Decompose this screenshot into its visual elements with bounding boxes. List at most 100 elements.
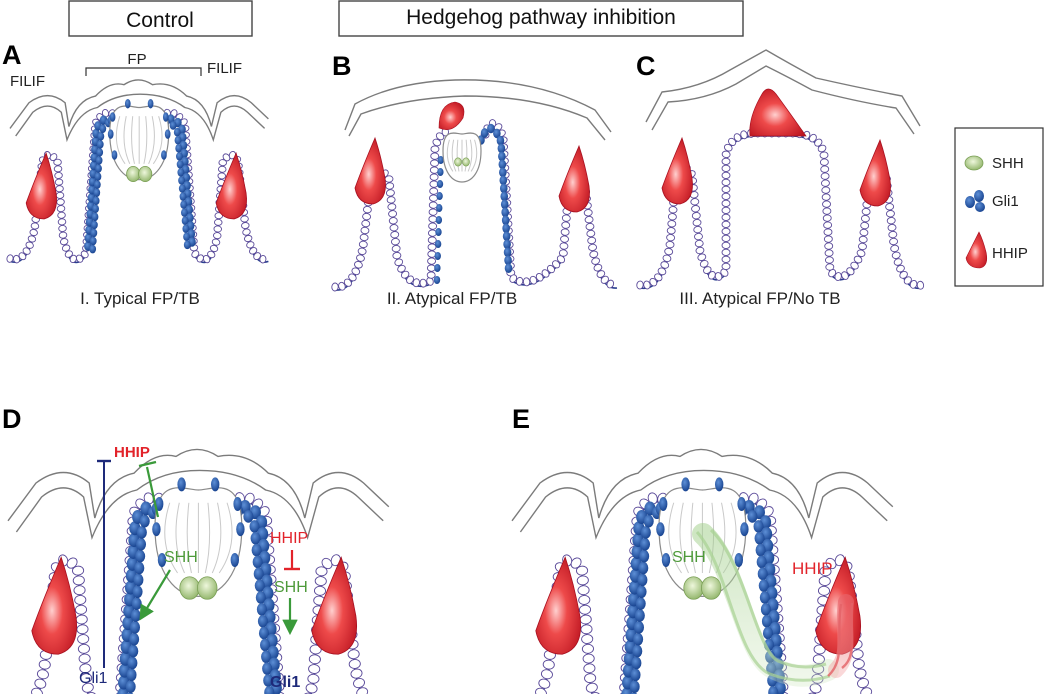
epithelial-cell — [585, 222, 595, 231]
panel-c-drawing — [636, 49, 925, 290]
gli1-cell — [95, 164, 102, 173]
epithelial-cell — [694, 232, 703, 241]
shh-cell — [126, 165, 141, 183]
gli1-cell — [175, 144, 183, 153]
epithelial-cell — [691, 212, 701, 220]
epithelial-cell — [430, 145, 440, 153]
epithelial-cell — [818, 576, 831, 586]
epithelial-cell — [34, 678, 47, 689]
epithelial-cell — [854, 668, 867, 679]
gli1-cell — [754, 531, 765, 545]
epithelial-cell — [852, 659, 865, 669]
epithelial-cell — [578, 604, 592, 615]
gli1-cell — [737, 497, 746, 511]
gli1-cell — [755, 543, 766, 557]
epithelial-cell — [860, 687, 873, 694]
taste-cell-line — [186, 502, 192, 574]
filif-right-label: FILIF — [207, 60, 242, 77]
legend-label-hhip: HHIP — [992, 245, 1028, 262]
epithelial-cell — [429, 187, 439, 195]
epithelial-cell — [857, 678, 869, 689]
gli1-cell — [161, 150, 167, 160]
epithelial-cell — [606, 279, 615, 289]
d-gli1-left-label: Gli1 — [79, 670, 108, 687]
epithelial-cell — [889, 237, 899, 246]
epithelial-cell — [64, 250, 73, 258]
epithelial-cell — [81, 682, 94, 693]
panel-c-caption: III. Atypical FP/No TB — [679, 289, 840, 308]
epithelial-cell — [903, 276, 912, 285]
epithelial-cell — [74, 604, 88, 615]
taste-cell-line — [211, 502, 222, 574]
epithelial-cell — [813, 644, 826, 655]
shh-cell — [462, 157, 470, 167]
epithelial-cell — [56, 198, 65, 206]
gli1-cell — [761, 614, 772, 628]
epithelial-cell — [695, 246, 705, 255]
gli1-cell — [94, 172, 102, 181]
inhibition-header-text: Hedgehog pathway inhibition — [406, 6, 676, 29]
epithelial-cell — [819, 151, 829, 159]
epithelial-cell — [213, 225, 222, 233]
epithelial-cell — [560, 228, 570, 236]
epithelial-cell — [240, 215, 249, 223]
epithelial-cell — [721, 248, 731, 257]
gli1-cell — [498, 151, 506, 162]
gli1-cell — [504, 263, 513, 274]
gli1-cell — [500, 191, 509, 202]
panel-c-letter: C — [636, 51, 656, 81]
epithelial-cell — [30, 222, 40, 230]
epithelial-cell — [899, 270, 908, 279]
epithelial-cell — [79, 663, 92, 674]
epithelial-cell — [246, 241, 255, 249]
epithelial-cell — [202, 255, 211, 264]
gli1-cell — [257, 614, 268, 628]
gli1-cell — [435, 216, 443, 225]
epithelial-cell — [419, 278, 427, 288]
surface-line — [344, 79, 612, 133]
gli1-cell — [715, 477, 724, 492]
panel-e-annotations: SHH HHIP — [672, 523, 854, 687]
epithelial-cell — [667, 220, 677, 228]
epithelial-cell — [558, 249, 568, 257]
epithelial-cell — [54, 171, 63, 179]
gli1-cell — [503, 239, 511, 250]
epithelial-cell — [343, 278, 352, 287]
gli1-cell — [501, 207, 509, 218]
epithelial-cell — [721, 164, 731, 173]
surface-line — [15, 469, 384, 541]
epithelial-cell — [357, 247, 367, 255]
gli1-cell — [176, 160, 184, 169]
gli1-cell — [630, 668, 641, 682]
epithelial-cell — [916, 280, 925, 290]
gli1-cell — [211, 477, 220, 492]
gli1-cell — [635, 597, 646, 610]
epithelial-cell — [430, 152, 440, 160]
gli1-cell — [263, 674, 274, 687]
epithelial-cell — [588, 243, 597, 252]
gli1-cell — [130, 609, 141, 622]
epithelial-cell — [308, 664, 321, 674]
taste-cell-line — [131, 116, 135, 164]
epithelial-cell — [588, 692, 601, 694]
gli1-cell — [436, 180, 444, 189]
gli1-cell — [258, 626, 270, 640]
panel-d-annotations: HHIP SHH Gli1 HHIP SHH Gli1 — [79, 444, 308, 691]
epithelial-cell — [427, 229, 437, 237]
epithelial-cell — [55, 185, 64, 193]
surface-line — [9, 79, 269, 129]
gli1-cell — [500, 199, 509, 210]
gli1-cell — [251, 543, 262, 557]
epithelial-cell — [721, 150, 731, 159]
epithelial-cell — [427, 243, 437, 251]
epithelial-cell — [885, 203, 895, 211]
epithelial-cell — [428, 208, 438, 216]
epithelial-cell — [29, 228, 38, 237]
epithelial-cell — [666, 234, 676, 242]
epithelial-cell — [214, 218, 223, 226]
gli1-cell — [162, 112, 169, 122]
gli1-cell — [437, 168, 444, 177]
epithelial-cell — [647, 492, 658, 505]
epithelial-cell — [213, 232, 222, 240]
epithelial-cell — [821, 179, 830, 187]
